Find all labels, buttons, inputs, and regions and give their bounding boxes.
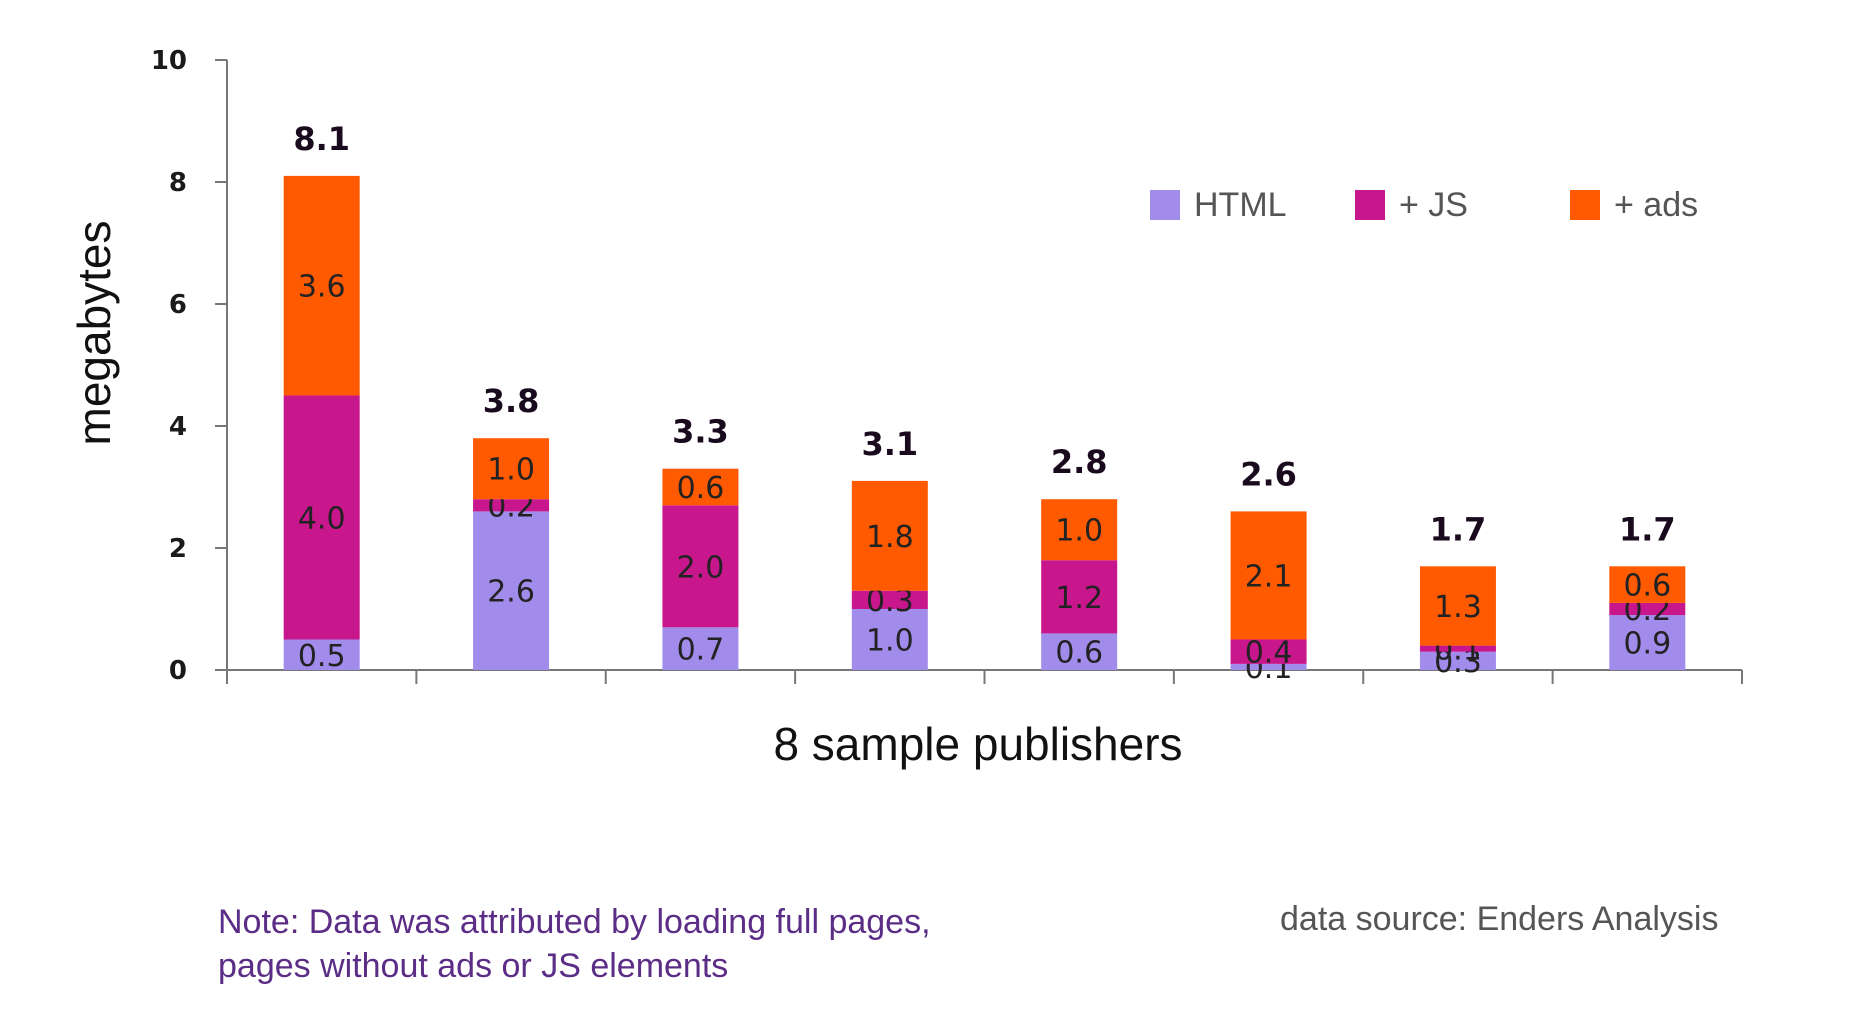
segment-value-label: 1.3 bbox=[1434, 590, 1482, 625]
y-tick-label: 4 bbox=[169, 412, 187, 442]
segment-value-label: 0.5 bbox=[298, 639, 346, 674]
bar-segment bbox=[283, 395, 360, 640]
bar-segment bbox=[1609, 615, 1686, 670]
bar-total-label: 2.8 bbox=[1051, 443, 1108, 481]
legend-swatch bbox=[1570, 190, 1600, 220]
segment-value-label: 0.6 bbox=[677, 471, 725, 506]
bar-segment bbox=[1041, 560, 1118, 634]
legend-label: + JS bbox=[1399, 186, 1468, 224]
segment-value-label: 3.6 bbox=[298, 270, 346, 305]
segment-value-label: 0.7 bbox=[677, 633, 725, 668]
legend-swatch bbox=[1150, 190, 1180, 220]
y-tick-label: 2 bbox=[169, 534, 187, 564]
bar-segment bbox=[1609, 566, 1686, 603]
bar-segment bbox=[473, 499, 550, 512]
bar-segment bbox=[473, 438, 550, 500]
segment-value-label: 2.0 bbox=[677, 550, 725, 585]
x-axis-title: 8 sample publishers bbox=[773, 718, 1182, 770]
bar-total-label: 3.8 bbox=[483, 382, 540, 420]
bar-segment bbox=[1041, 499, 1118, 561]
bar-segment bbox=[283, 175, 360, 396]
bar-segment bbox=[662, 627, 739, 670]
legend-label: HTML bbox=[1194, 186, 1287, 224]
bar-segment bbox=[283, 639, 360, 670]
bar-total-label: 8.1 bbox=[293, 120, 350, 158]
segment-value-label: 1.0 bbox=[1055, 514, 1103, 549]
bar-segment bbox=[662, 468, 739, 506]
y-tick-label: 8 bbox=[169, 168, 187, 198]
bar-total-label: 1.7 bbox=[1430, 510, 1487, 548]
y-tick-label: 0 bbox=[169, 656, 187, 686]
footnote: Note: Data was attributed by loading ful… bbox=[218, 903, 931, 985]
segment-value-label: 2.6 bbox=[487, 575, 535, 610]
bar-segment bbox=[1230, 511, 1307, 640]
segment-value-label: 1.0 bbox=[866, 624, 914, 659]
segment-value-label: 0.6 bbox=[1623, 569, 1671, 604]
bar-segment bbox=[1419, 645, 1496, 652]
segment-value-label: 1.2 bbox=[1055, 581, 1103, 616]
bar-total-label: 1.7 bbox=[1619, 510, 1676, 548]
bar-segment bbox=[851, 590, 928, 609]
segment-value-label: 2.1 bbox=[1245, 559, 1293, 594]
bar-segment bbox=[1419, 566, 1496, 646]
segment-value-label: 0.4 bbox=[1245, 636, 1293, 671]
bar-segment bbox=[1609, 602, 1686, 616]
data-source: data source: Enders Analysis bbox=[1280, 900, 1719, 938]
y-tick-label: 6 bbox=[169, 290, 187, 320]
legend-swatch bbox=[1355, 190, 1385, 220]
bar-segment bbox=[851, 480, 928, 591]
bar-total-label: 3.3 bbox=[672, 413, 729, 451]
bar-segment bbox=[662, 505, 739, 628]
y-axis-title: megabytes bbox=[68, 220, 120, 445]
bar-segment bbox=[473, 511, 550, 670]
bar-total-label: 2.6 bbox=[1240, 455, 1297, 493]
segment-value-label: 4.0 bbox=[298, 502, 346, 537]
bar-segment bbox=[1419, 651, 1496, 670]
bar-segment bbox=[1230, 639, 1307, 664]
segment-value-label: 1.0 bbox=[487, 453, 535, 488]
bar-segment bbox=[851, 609, 928, 670]
bar-segment bbox=[1041, 633, 1118, 670]
segment-value-label: 1.8 bbox=[866, 520, 914, 555]
segment-value-label: 0.9 bbox=[1623, 627, 1671, 662]
bar-segment bbox=[1230, 663, 1307, 670]
y-tick-label: 10 bbox=[151, 46, 187, 76]
bar-total-label: 3.1 bbox=[861, 425, 918, 463]
legend-label: + ads bbox=[1614, 186, 1698, 224]
segment-value-label: 0.6 bbox=[1055, 636, 1103, 671]
